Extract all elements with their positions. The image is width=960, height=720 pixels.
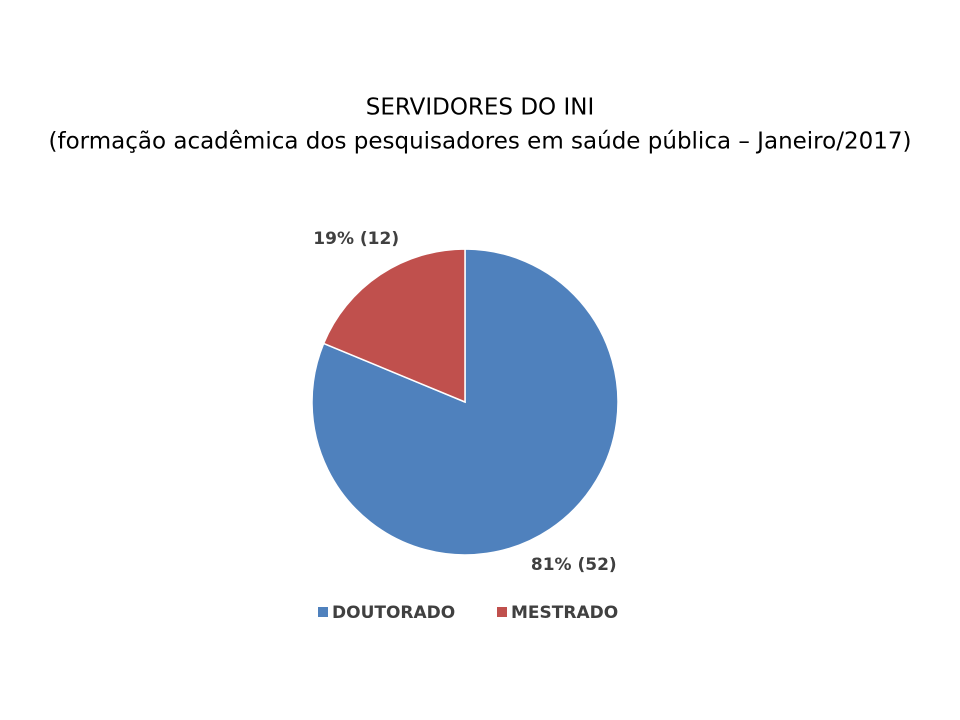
chart-title: SERVIDORES DO INI [366, 95, 595, 121]
pie-slice [311, 248, 619, 556]
legend-swatch [318, 607, 328, 617]
legend-label: MESTRADO [511, 603, 618, 623]
data-label: 81% (52) [531, 555, 617, 575]
legend-label: DOUTORADO [332, 603, 455, 623]
legend-swatch [497, 607, 507, 617]
pie-slice [322, 248, 466, 404]
data-label: 19% (12) [313, 229, 399, 249]
chart-subtitle: (formação acadêmica dos pesquisadores em… [49, 129, 912, 155]
